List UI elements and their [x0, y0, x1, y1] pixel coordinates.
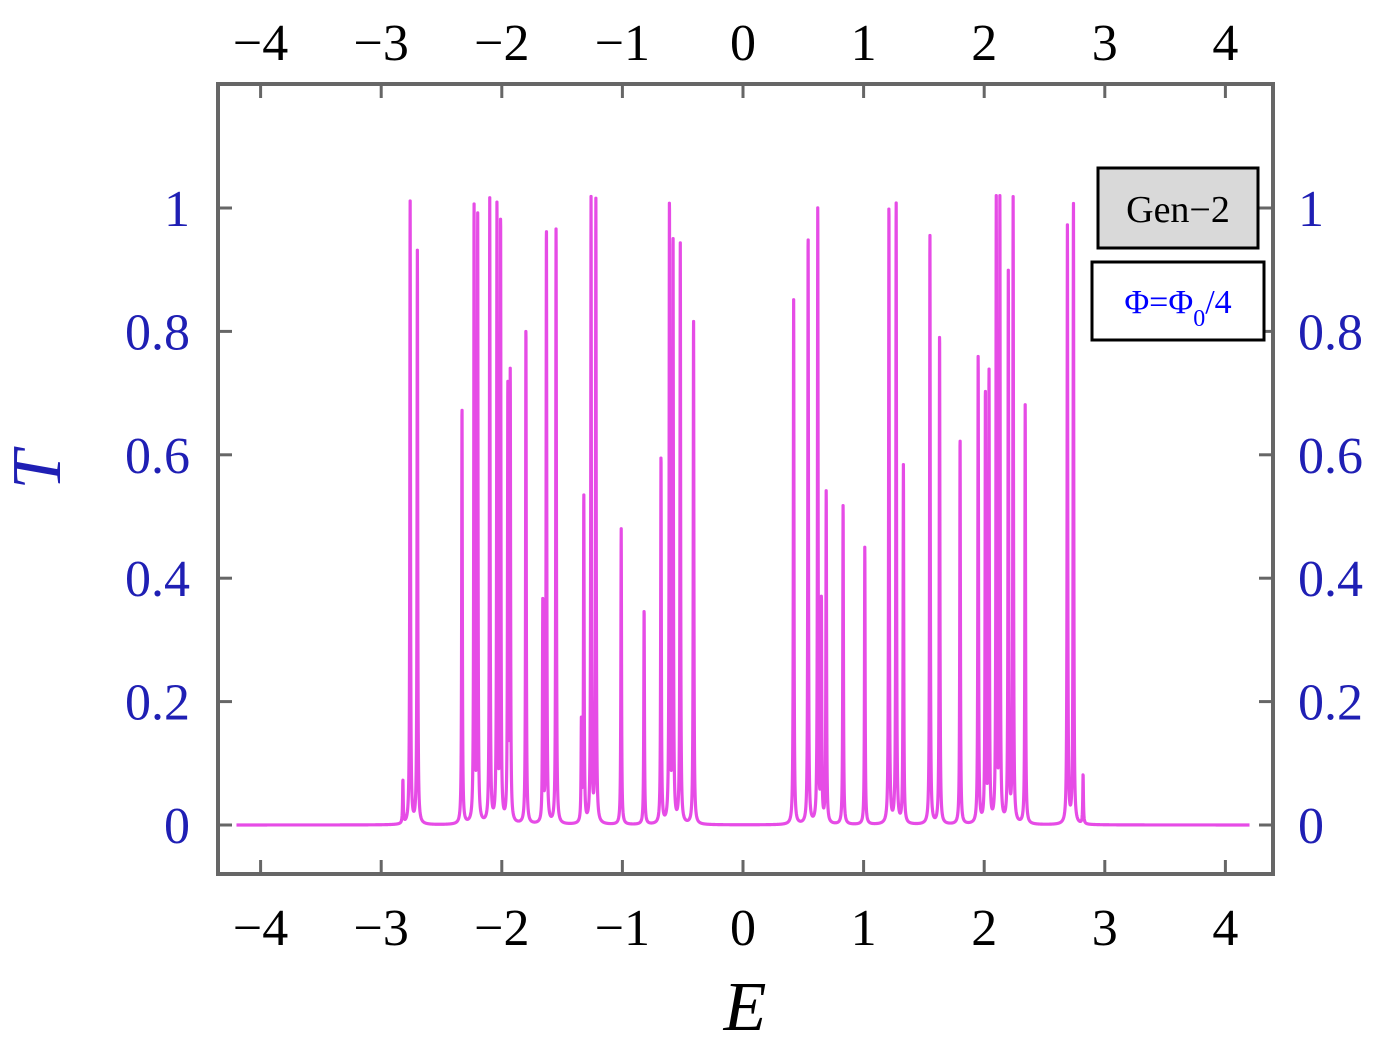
x-tick-label-bottom: −4 [233, 900, 288, 957]
legend-gen-text: Gen−2 [1126, 189, 1230, 231]
x-tick-label-top: 0 [730, 15, 756, 72]
y-tick-label-left: 0 [164, 798, 190, 855]
legend-flux-tail: /4 [1205, 284, 1231, 321]
y-tick-label-right: 0.6 [1298, 428, 1363, 485]
legend-flux-main: Φ=Φ [1124, 284, 1193, 321]
y-tick-label-left: 0.6 [125, 428, 190, 485]
x-tick-label-top: 3 [1092, 15, 1118, 72]
ticks: −4 −4 −3 −3 −2 −2 −1 −1 0 0 1 1 2 2 3 3 4 4 0 0 0.2 0.2 0.4 0.4… [125, 15, 1363, 957]
y-tick-label-right: 0 [1298, 798, 1324, 855]
y-tick-label-left: 1 [164, 181, 190, 238]
y-tick-label-left: 0.2 [125, 675, 190, 732]
legend-gen-box [1096, 166, 1260, 250]
x-tick-label-bottom: −3 [354, 900, 409, 957]
plot-area [234, 194, 1252, 827]
x-tick-label-top: −3 [354, 15, 409, 72]
legend-gen: Gen−2 [1096, 166, 1260, 250]
x-tick-label-bottom: 3 [1092, 900, 1118, 957]
x-tick-label-top: 4 [1212, 15, 1238, 72]
y-tick-label-left: 0.4 [125, 551, 190, 608]
legend-flux: Φ=Φ0/4 [1090, 260, 1266, 342]
plot-frame [216, 82, 1275, 876]
y-axis-label: T [0, 445, 76, 489]
legend-flux-text: Φ=Φ0/4 [1124, 284, 1231, 332]
x-tick-label-bottom: 2 [971, 900, 997, 957]
x-tick-label-top: 2 [971, 15, 997, 72]
series-line [234, 194, 1252, 827]
x-tick-label-top: −1 [595, 15, 650, 72]
y-tick-label-right: 0.2 [1298, 675, 1363, 732]
legend-flux-box [1090, 260, 1266, 342]
legend-flux-sub: 0 [1193, 306, 1205, 332]
x-tick-label-bottom: 1 [851, 900, 877, 957]
y-tick-label-left: 0.8 [125, 304, 190, 361]
x-tick-label-bottom: −2 [474, 900, 529, 957]
x-tick-label-bottom: 4 [1212, 900, 1238, 957]
x-tick-label-bottom: −1 [595, 900, 650, 957]
x-tick-label-top: −4 [233, 15, 288, 72]
y-tick-label-right: 0.8 [1298, 304, 1363, 361]
x-tick-label-top: 1 [851, 15, 877, 72]
x-tick-label-bottom: 0 [730, 900, 756, 957]
x-axis-label: E [723, 969, 767, 1046]
x-tick-label-top: −2 [474, 15, 529, 72]
y-tick-label-right: 0.4 [1298, 551, 1363, 608]
y-tick-label-right: 1 [1298, 181, 1324, 238]
